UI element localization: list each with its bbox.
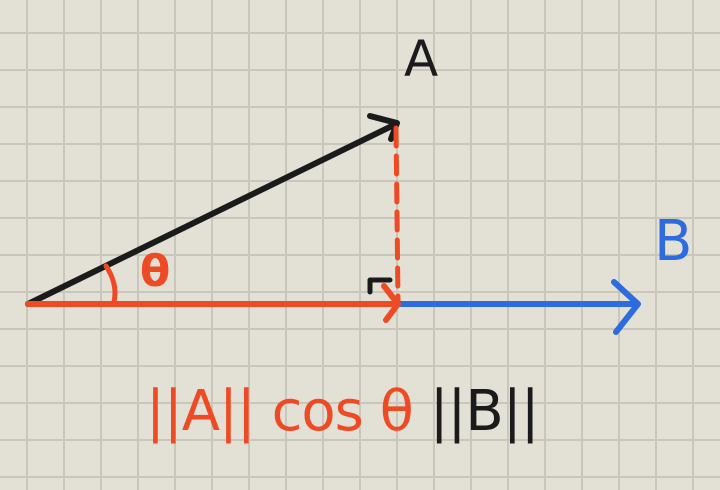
vector-b-arrowhead bbox=[611, 279, 641, 335]
angle-theta-label: θ bbox=[140, 246, 171, 297]
vector-a-shaft bbox=[25, 121, 399, 307]
projection-arrowhead bbox=[381, 283, 401, 323]
formula-projection-length: ||A|| cos θ bbox=[146, 379, 414, 444]
vector-a bbox=[25, 113, 400, 307]
formula-magnitude-b: ||B|| bbox=[429, 379, 540, 444]
vector-a-label: A bbox=[404, 30, 439, 88]
vector-b-label: B bbox=[654, 209, 693, 274]
angle-arc bbox=[103, 263, 118, 305]
projection-formula: ||A|| cos θ ||B|| bbox=[146, 384, 540, 440]
right-angle-marker bbox=[367, 277, 393, 295]
perpendicular-dashed-line bbox=[393, 125, 401, 303]
projection-vector bbox=[25, 283, 401, 323]
vector-a-arrowhead bbox=[367, 113, 400, 142]
